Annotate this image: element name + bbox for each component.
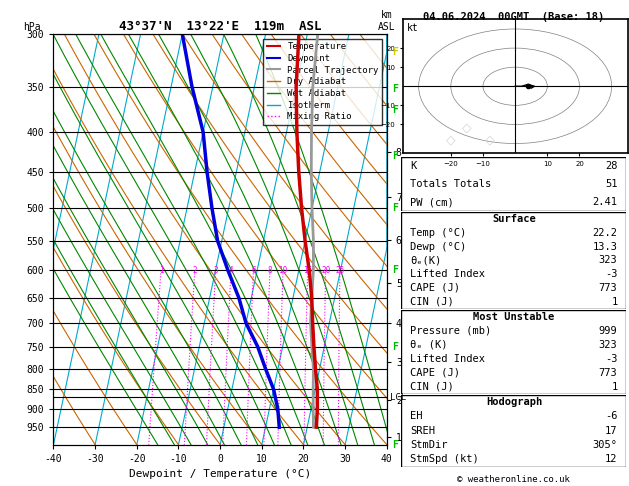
Text: Lifted Index: Lifted Index <box>410 269 486 279</box>
Text: 17: 17 <box>605 426 618 435</box>
Text: F: F <box>392 203 398 213</box>
Text: θₑ (K): θₑ (K) <box>410 340 448 349</box>
Text: 2: 2 <box>192 266 197 275</box>
Text: Most Unstable: Most Unstable <box>473 312 555 322</box>
Text: Dewp (°C): Dewp (°C) <box>410 242 467 252</box>
Text: LCL: LCL <box>390 393 406 402</box>
Text: CIN (J): CIN (J) <box>410 382 454 392</box>
Text: 28: 28 <box>605 161 618 171</box>
Text: F: F <box>392 105 398 115</box>
Text: © weatheronline.co.uk: © weatheronline.co.uk <box>457 474 570 484</box>
Text: F: F <box>392 440 398 450</box>
Text: PW (cm): PW (cm) <box>410 197 454 208</box>
Text: StmSpd (kt): StmSpd (kt) <box>410 454 479 464</box>
Text: 305°: 305° <box>593 440 618 450</box>
Text: 323: 323 <box>599 256 618 265</box>
Text: 22.2: 22.2 <box>593 228 618 238</box>
Text: 1: 1 <box>611 297 618 307</box>
X-axis label: Dewpoint / Temperature (°C): Dewpoint / Temperature (°C) <box>129 469 311 479</box>
Text: 2.41: 2.41 <box>593 197 618 208</box>
Text: 773: 773 <box>599 283 618 293</box>
Text: Surface: Surface <box>492 214 536 224</box>
Text: K: K <box>410 161 416 171</box>
Text: θₑ(K): θₑ(K) <box>410 256 442 265</box>
Text: F: F <box>392 342 398 351</box>
Text: 25: 25 <box>335 266 345 275</box>
Text: 10: 10 <box>279 266 287 275</box>
Text: -3: -3 <box>605 269 618 279</box>
Text: SREH: SREH <box>410 426 435 435</box>
Text: CAPE (J): CAPE (J) <box>410 283 460 293</box>
Text: F: F <box>392 151 398 161</box>
Text: F: F <box>392 85 398 94</box>
Text: EH: EH <box>410 411 423 421</box>
Text: 20: 20 <box>321 266 330 275</box>
Legend: Temperature, Dewpoint, Parcel Trajectory, Dry Adiabat, Wet Adiabat, Isotherm, Mi: Temperature, Dewpoint, Parcel Trajectory… <box>263 38 382 125</box>
Text: Hodograph: Hodograph <box>486 397 542 407</box>
Text: 999: 999 <box>599 326 618 336</box>
Text: ◇: ◇ <box>446 133 455 146</box>
Text: -3: -3 <box>605 354 618 364</box>
Text: Temp (°C): Temp (°C) <box>410 228 467 238</box>
Text: CAPE (J): CAPE (J) <box>410 367 460 378</box>
Text: StmDir: StmDir <box>410 440 448 450</box>
Text: 8: 8 <box>267 266 272 275</box>
Text: Lifted Index: Lifted Index <box>410 354 486 364</box>
Text: Pressure (mb): Pressure (mb) <box>410 326 491 336</box>
Text: hPa: hPa <box>23 22 41 32</box>
Text: 12: 12 <box>605 454 618 464</box>
Text: 04.06.2024  00GMT  (Base: 18): 04.06.2024 00GMT (Base: 18) <box>423 12 604 22</box>
Text: 3: 3 <box>213 266 218 275</box>
Text: 15: 15 <box>303 266 312 275</box>
Text: 13.3: 13.3 <box>593 242 618 252</box>
Text: 323: 323 <box>599 340 618 349</box>
Text: 6: 6 <box>251 266 256 275</box>
Text: km
ASL: km ASL <box>378 10 396 32</box>
Text: kt: kt <box>407 23 419 34</box>
Text: ◇: ◇ <box>462 122 472 135</box>
Text: F: F <box>392 265 398 276</box>
Text: -6: -6 <box>605 411 618 421</box>
Text: Totals Totals: Totals Totals <box>410 179 491 189</box>
Text: 4: 4 <box>229 266 233 275</box>
Text: F: F <box>392 47 398 56</box>
Text: CIN (J): CIN (J) <box>410 297 454 307</box>
Text: 1: 1 <box>611 382 618 392</box>
Text: 51: 51 <box>605 179 618 189</box>
Title: 43°37'N  13°22'E  119m  ASL: 43°37'N 13°22'E 119m ASL <box>119 20 321 33</box>
Text: ◇: ◇ <box>484 133 494 146</box>
Text: 1: 1 <box>159 266 164 275</box>
Text: 773: 773 <box>599 367 618 378</box>
